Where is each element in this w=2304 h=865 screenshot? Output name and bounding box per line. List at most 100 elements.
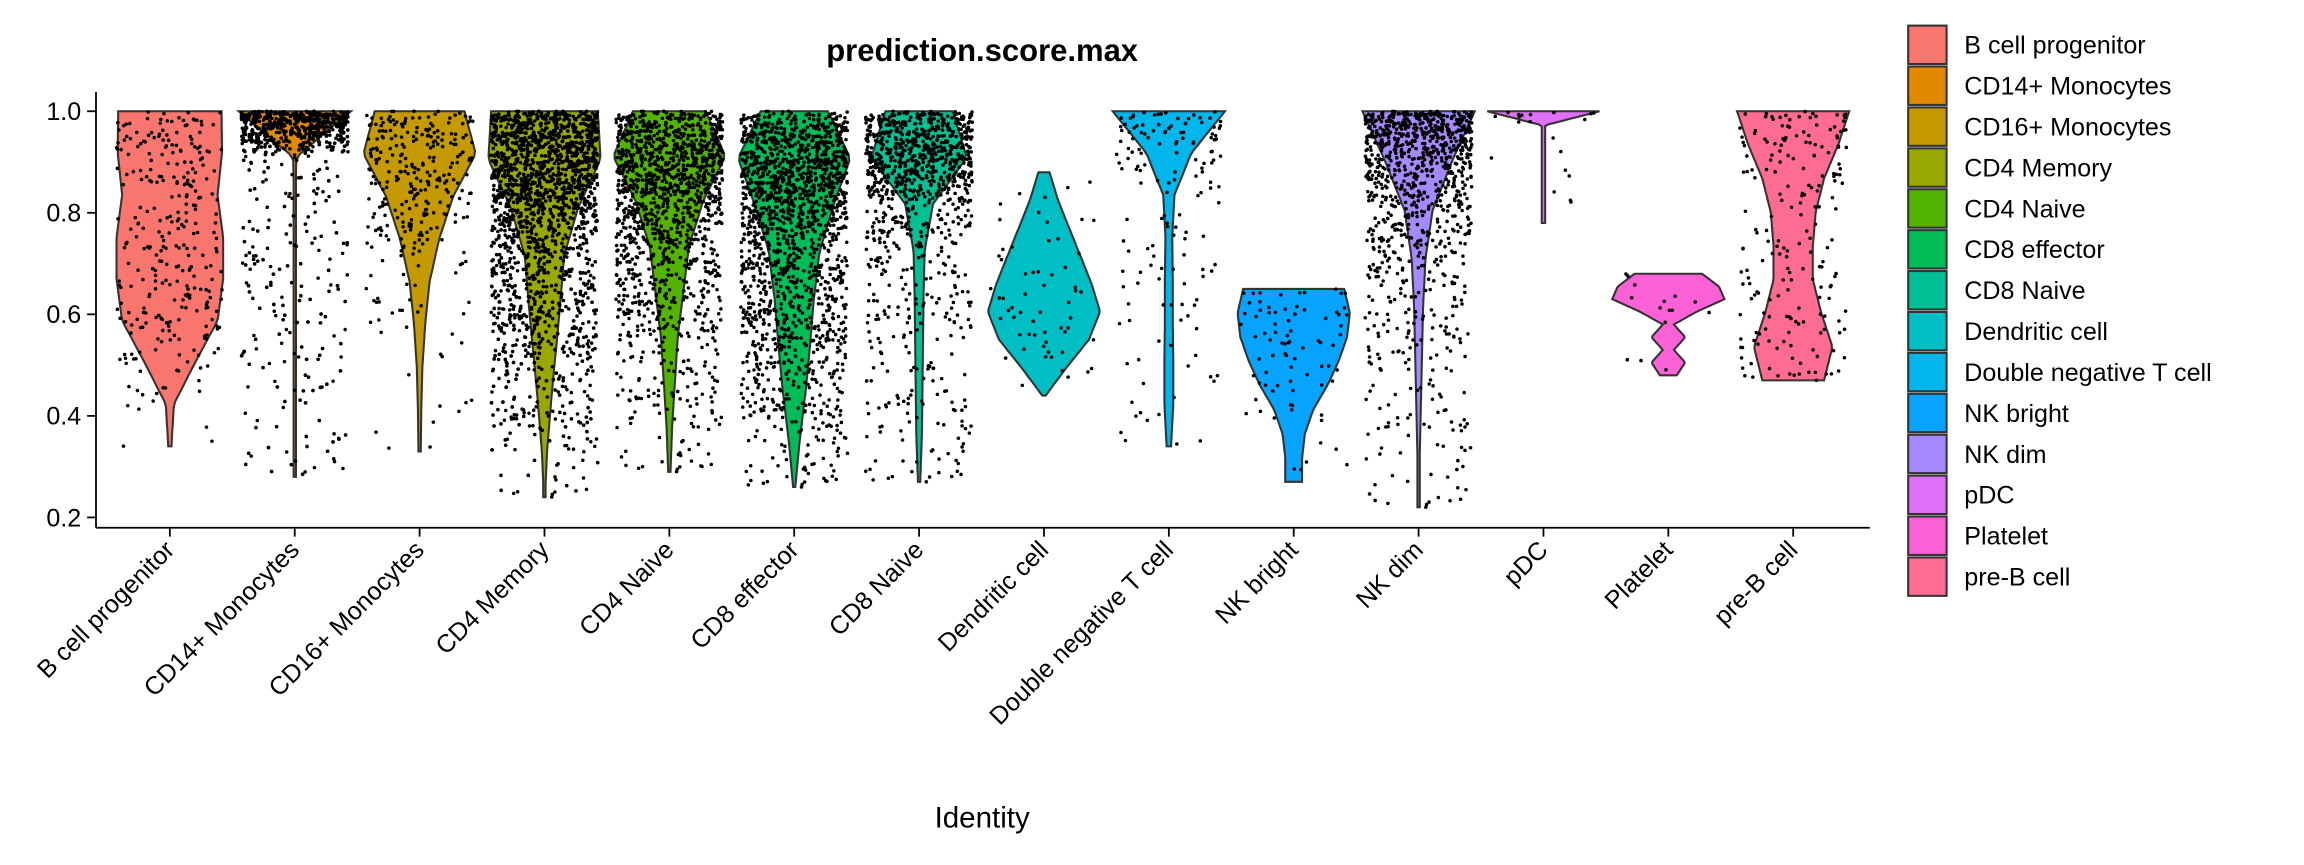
data-point xyxy=(492,183,496,188)
data-point xyxy=(586,269,591,274)
data-point xyxy=(626,215,630,219)
data-point xyxy=(628,398,632,403)
data-point xyxy=(590,263,595,268)
data-point xyxy=(649,301,654,305)
data-point xyxy=(135,388,140,393)
data-point xyxy=(388,146,392,151)
data-point xyxy=(659,361,664,366)
data-point xyxy=(528,207,532,211)
data-point xyxy=(286,112,290,116)
data-point xyxy=(643,291,648,296)
data-point xyxy=(585,342,590,346)
data-point xyxy=(166,138,171,142)
data-point xyxy=(166,320,170,325)
data-point xyxy=(219,147,224,152)
data-point xyxy=(243,462,248,467)
data-point xyxy=(499,473,503,478)
data-point xyxy=(252,187,257,191)
data-point xyxy=(588,206,593,210)
data-point xyxy=(165,133,169,137)
data-point xyxy=(627,167,632,172)
data-point xyxy=(262,116,267,120)
data-point xyxy=(655,112,659,116)
data-point xyxy=(585,156,590,160)
data-point xyxy=(491,384,496,389)
data-point xyxy=(497,261,502,265)
data-point xyxy=(461,150,465,154)
data-point xyxy=(548,188,552,192)
data-point xyxy=(243,263,248,267)
data-point xyxy=(582,389,587,394)
data-point xyxy=(523,166,527,171)
data-point xyxy=(332,459,337,464)
data-point xyxy=(265,126,270,130)
data-point xyxy=(457,111,462,115)
data-point xyxy=(369,245,374,249)
data-point xyxy=(577,420,581,424)
data-point xyxy=(500,130,505,135)
data-point xyxy=(332,432,336,436)
data-point xyxy=(630,145,635,149)
data-point xyxy=(525,114,530,118)
data-point xyxy=(416,310,420,314)
data-point xyxy=(525,159,529,164)
data-point xyxy=(555,134,559,138)
data-point xyxy=(556,462,560,466)
data-point xyxy=(425,230,429,235)
data-point xyxy=(568,216,573,220)
data-point xyxy=(586,114,591,119)
data-point xyxy=(540,265,544,270)
data-point xyxy=(516,208,520,213)
data-point xyxy=(306,147,311,152)
data-point xyxy=(573,173,578,177)
data-point xyxy=(525,181,530,186)
data-point xyxy=(715,253,719,257)
data-point xyxy=(300,147,305,151)
data-point xyxy=(662,358,666,363)
data-point xyxy=(542,387,546,391)
data-point xyxy=(503,168,507,173)
data-point xyxy=(153,287,158,291)
data-point xyxy=(459,341,464,345)
data-point xyxy=(499,264,504,268)
data-point xyxy=(644,187,649,192)
data-point xyxy=(368,320,373,325)
data-point xyxy=(573,291,577,296)
data-point xyxy=(517,214,522,219)
data-point xyxy=(561,237,565,241)
data-point xyxy=(489,401,494,405)
data-point xyxy=(288,240,293,245)
data-point xyxy=(567,141,571,146)
data-point xyxy=(215,198,220,202)
data-point xyxy=(528,245,532,250)
data-point xyxy=(319,234,324,238)
data-point xyxy=(560,139,565,144)
data-point xyxy=(494,271,499,276)
data-point xyxy=(379,116,384,120)
data-point xyxy=(407,206,412,211)
data-point xyxy=(281,318,285,322)
data-point xyxy=(341,111,345,115)
data-point xyxy=(533,255,537,260)
data-point xyxy=(548,117,553,121)
data-point xyxy=(538,122,543,127)
data-point xyxy=(494,125,498,129)
data-point xyxy=(454,271,458,275)
data-point xyxy=(245,117,250,121)
data-point xyxy=(433,169,437,174)
data-point xyxy=(182,243,186,247)
data-point xyxy=(490,139,494,144)
data-point xyxy=(676,207,680,211)
data-point xyxy=(390,311,395,315)
data-point xyxy=(334,136,338,141)
data-point xyxy=(411,252,415,256)
data-point xyxy=(684,258,688,262)
data-point xyxy=(325,449,330,454)
data-point xyxy=(621,221,625,226)
data-point xyxy=(491,118,496,122)
data-point xyxy=(505,288,510,292)
data-point xyxy=(637,278,642,283)
data-point xyxy=(560,241,564,246)
data-point xyxy=(148,245,152,249)
data-point xyxy=(512,166,517,171)
